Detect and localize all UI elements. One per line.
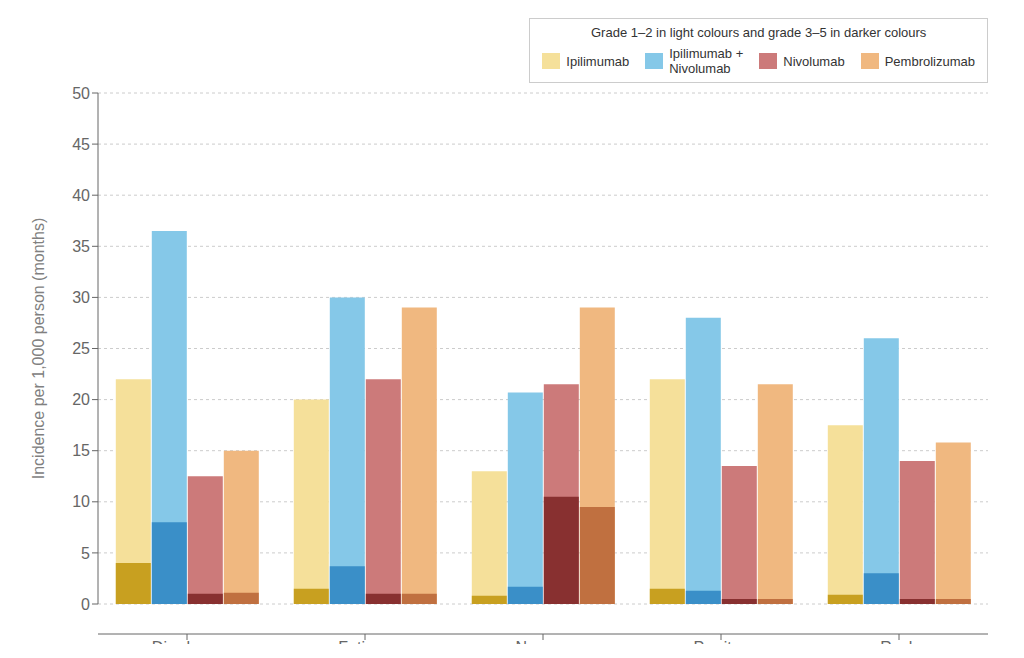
svg-text:Pruritus: Pruritus	[693, 639, 748, 644]
svg-text:0: 0	[81, 596, 90, 613]
svg-text:Diarrhoea: Diarrhoea	[152, 639, 222, 644]
html-text:Ipilimumab: Ipilimumab	[566, 53, 630, 69]
svg-text:30: 30	[72, 289, 90, 306]
html-text:Ipilimumab + Nivolumab: Ipilimumab + Nivolumab	[669, 46, 744, 76]
html-text:Grade 1–2 in light colours and: Grade 1–2 in light colours and grade 3–5…	[591, 25, 927, 40]
svg-text:40: 40	[72, 187, 90, 204]
svg-text:50: 50	[72, 85, 90, 102]
svg-text:15: 15	[72, 442, 90, 459]
svg-text:20: 20	[72, 391, 90, 408]
svg-text:Rash: Rash	[880, 639, 917, 644]
svg-text:35: 35	[72, 238, 90, 255]
svg-text:5: 5	[81, 545, 90, 562]
html-text:Pembrolizumab: Pembrolizumab	[884, 53, 975, 69]
svg-text:Incidence per 1,000 person (mo: Incidence per 1,000 person (months)	[30, 218, 47, 479]
svg-text:Fatigue: Fatigue	[338, 639, 391, 644]
svg-text:25: 25	[72, 340, 90, 357]
svg-text:10: 10	[72, 493, 90, 510]
html-text:Nivolumab: Nivolumab	[783, 53, 845, 69]
svg-text:Nausea: Nausea	[515, 639, 570, 644]
svg-text:45: 45	[72, 136, 90, 153]
